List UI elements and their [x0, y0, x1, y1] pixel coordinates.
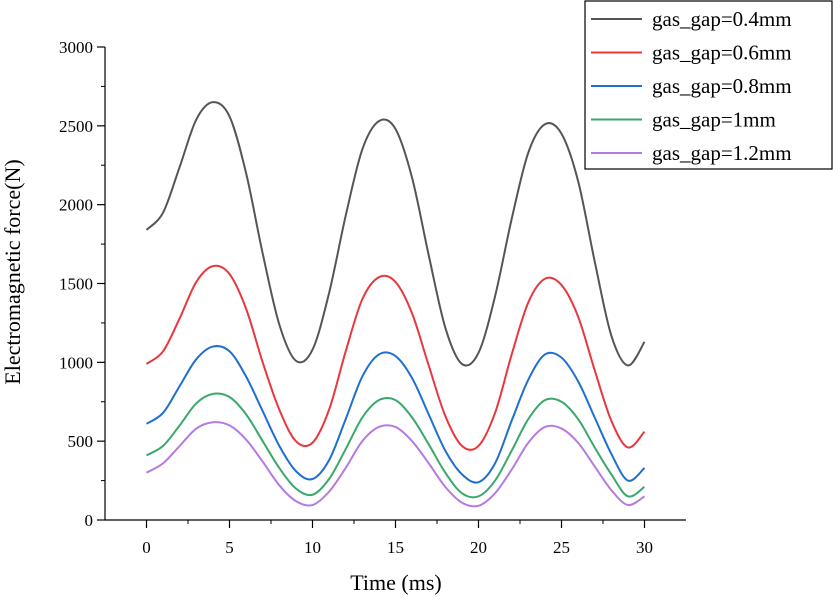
y-tick-label: 0: [85, 511, 94, 530]
series-line-4: [146, 392, 646, 499]
x-tick-label: 5: [225, 538, 234, 557]
x-tick-label: 15: [387, 538, 404, 557]
y-tick-label: 3000: [59, 38, 93, 57]
legend-label: gas_gap=0.6mm: [652, 41, 792, 65]
y-axis-title: Electromagnetic force(N): [0, 159, 25, 384]
legend-label: gas_gap=0.8mm: [652, 74, 792, 98]
series-line-1: [145, 101, 646, 367]
series-line-5: [146, 421, 646, 508]
y-tick-label: 500: [68, 432, 94, 451]
legend-label: gas_gap=0.4mm: [652, 7, 792, 31]
legend-label: gas_gap=1.2mm: [652, 141, 792, 165]
x-tick-label: 25: [553, 538, 570, 557]
x-tick-label: 0: [142, 538, 151, 557]
x-axis-title: Time (ms): [350, 570, 441, 595]
x-axis-ticks: 0 5 10 15 20 25 30: [142, 520, 653, 557]
x-tick-label: 10: [304, 538, 321, 557]
y-tick-label: 2000: [59, 196, 93, 215]
series-lines: [145, 101, 646, 508]
series-line-3: [145, 345, 646, 484]
series-line-2: [145, 264, 646, 451]
y-tick-label: 2500: [59, 117, 93, 136]
legend: gas_gap=0.4mm gas_gap=0.6mm gas_gap=0.8mmg…: [584, 0, 833, 170]
y-axis-ticks: 0 500 1000 1500 2000 2500 3000: [59, 38, 105, 530]
y-tick-label: 1500: [59, 275, 93, 294]
x-tick-label: 20: [470, 538, 487, 557]
y-tick-label: 1000: [59, 353, 93, 372]
x-tick-label: 30: [636, 538, 653, 557]
legend-label: gas_gap=1mm: [652, 108, 776, 132]
